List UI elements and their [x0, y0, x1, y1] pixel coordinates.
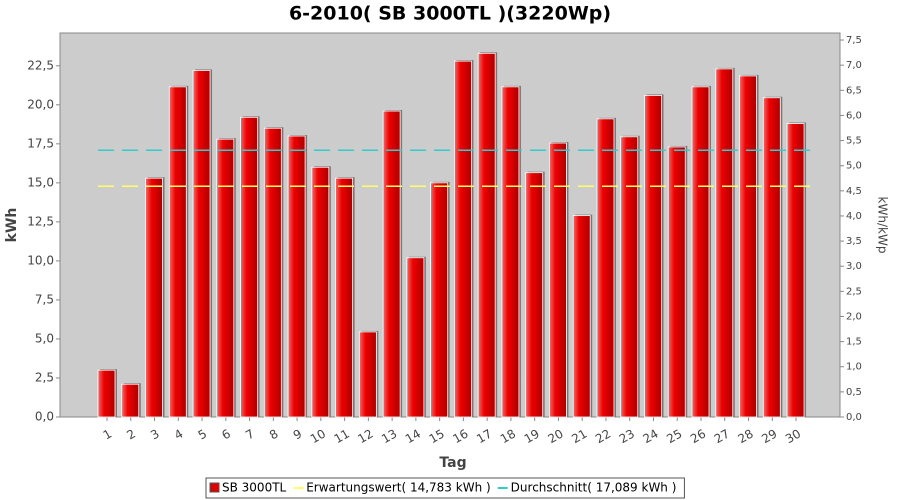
x-tick-label: 27 [712, 427, 732, 447]
bar [644, 95, 662, 418]
x-tick-label: 23 [617, 427, 637, 447]
bar [620, 136, 639, 418]
bar [216, 138, 235, 418]
x-tick-label: 20 [545, 427, 565, 447]
bar [525, 172, 544, 418]
bar [667, 146, 686, 418]
y2-tick-label: 5,0 [846, 161, 862, 172]
bar [762, 97, 781, 418]
x-tick-label: 30 [783, 427, 803, 447]
bar [358, 331, 377, 418]
y2-tick-label: 0,0 [846, 412, 862, 423]
x-tick-label: 13 [379, 427, 399, 447]
y-axis-label: kWh [4, 208, 20, 243]
x-tick-label: 15 [427, 427, 447, 447]
y-tick-label: 22,5 [27, 58, 54, 72]
bar [596, 118, 615, 418]
x-tick-label: 14 [403, 427, 423, 447]
x-tick-label: 21 [569, 427, 589, 447]
x-tick-label: 11 [332, 427, 352, 447]
bar [192, 70, 211, 418]
x-tick-label: 12 [355, 427, 375, 447]
legend: SB 3000TL Erwartungswert( 14,783 kWh ) Dur… [205, 477, 685, 499]
y2-tick-label: 5,5 [846, 136, 862, 147]
y2-tick-label: 4,0 [846, 211, 862, 222]
bar [311, 166, 330, 418]
y-tick-label: 7,5 [35, 292, 54, 306]
bar [786, 123, 805, 418]
y-tick-label: 2,5 [35, 370, 54, 384]
x-tick-label: 29 [759, 427, 779, 447]
bar [739, 75, 757, 418]
y-tick-label: 12,5 [27, 214, 54, 228]
y2-tick-label: 2,5 [846, 286, 862, 297]
bar [97, 369, 116, 418]
bar [263, 127, 282, 418]
legend-label: SB 3000TL [222, 481, 287, 495]
bar [453, 60, 472, 418]
y-tick-label: 5,0 [35, 331, 54, 345]
chart-title: 6-2010( SB 3000TL )(3220Wp) [289, 3, 611, 25]
bar [168, 86, 187, 418]
bar [406, 257, 425, 418]
y-tick-label: 0,0 [35, 410, 54, 424]
bar [335, 177, 354, 418]
bar [145, 177, 163, 418]
y-tick-label: 17,5 [27, 136, 54, 150]
legend-label: Durchschnitt( 17,089 kWh ) [511, 481, 677, 495]
legend-swatch [209, 482, 220, 493]
bar [572, 215, 591, 418]
y2-tick-label: 7,0 [846, 60, 862, 71]
x-tick-label: 16 [450, 427, 470, 447]
y-tick-label: 10,0 [27, 253, 54, 267]
bar [430, 182, 449, 418]
legend-label: Erwartungswert( 14,783 kWh ) [306, 481, 490, 495]
x-tick-label: 17 [474, 427, 494, 447]
x-tick-label: 10 [308, 427, 328, 447]
x-tick-label: 22 [593, 427, 613, 447]
bar [382, 110, 401, 418]
y2-tick-label: 4,5 [846, 186, 862, 197]
x-tick-label: 28 [736, 427, 756, 447]
bar [549, 142, 567, 418]
bar [240, 116, 258, 418]
legend-box [205, 477, 685, 499]
x-tick-label: 25 [664, 427, 684, 447]
bar [121, 383, 140, 418]
y2-tick-label: 3,5 [846, 236, 862, 247]
bar [501, 86, 520, 418]
y2-tick-label: 1,5 [846, 337, 862, 348]
bar [287, 135, 306, 418]
bar [477, 52, 496, 418]
y2-axis-label: kWh/kWp [876, 197, 890, 254]
y2-tick-label: 6,0 [846, 110, 862, 121]
x-axis-label: Tag [439, 455, 466, 471]
y2-tick-label: 2,0 [846, 311, 862, 322]
y-tick-label: 15,0 [27, 175, 54, 189]
x-tick-label: 18 [498, 427, 518, 447]
y2-tick-label: 0,5 [846, 387, 862, 398]
x-tick-label: 19 [522, 427, 542, 447]
y2-tick-label: 3,0 [846, 261, 862, 272]
y2-tick-label: 7,5 [846, 35, 862, 46]
bar [691, 86, 710, 418]
y2-tick-label: 6,5 [846, 85, 862, 96]
x-tick-label: 26 [688, 427, 708, 447]
x-tick-label: 24 [640, 427, 660, 447]
y2-tick-label: 1,0 [846, 362, 862, 373]
y-tick-label: 20,0 [27, 97, 54, 111]
bar [715, 68, 734, 418]
